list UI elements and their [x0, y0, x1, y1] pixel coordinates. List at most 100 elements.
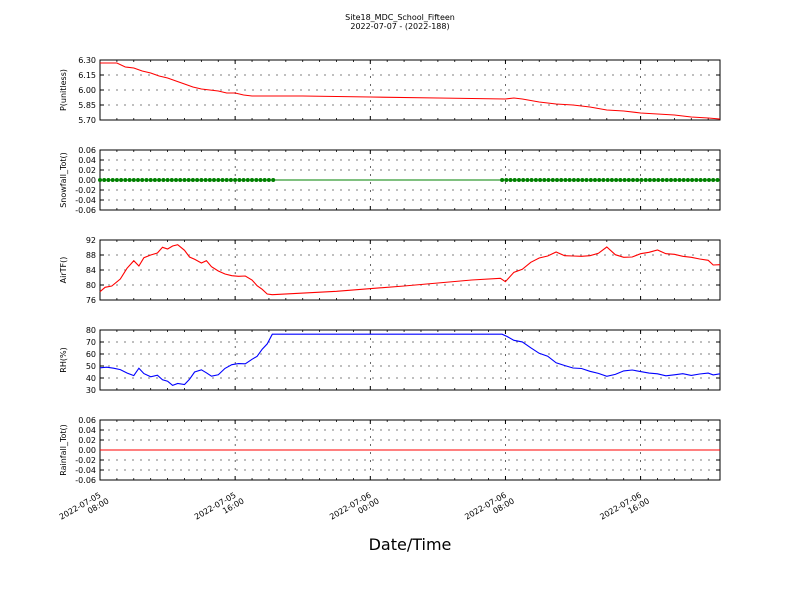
y-tick-label: 50 [86, 362, 96, 371]
data-point [165, 178, 170, 182]
data-point [605, 178, 610, 182]
panel-2: -0.06-0.04-0.020.000.020.040.06 Snowfall_… [59, 146, 721, 215]
y-axis-label: RH(%) [59, 347, 68, 372]
data-point [102, 178, 107, 182]
data-point [178, 178, 183, 182]
data-point [635, 178, 640, 182]
data-point [559, 178, 564, 182]
data-point [567, 178, 572, 182]
y-tick-label: -0.04 [75, 466, 96, 475]
data-point [136, 178, 140, 182]
data-point [220, 178, 225, 182]
data-point [533, 178, 538, 182]
data-point [131, 178, 136, 182]
data-point [521, 178, 526, 182]
data-point [182, 178, 187, 182]
data-point [664, 178, 669, 182]
data-point [694, 178, 699, 182]
data-point [233, 178, 238, 182]
y-axis-label: Rainfall_Tot() [59, 424, 68, 476]
y-tick-label: 30 [86, 386, 96, 395]
series-line [99, 244, 721, 296]
data-point [690, 178, 695, 182]
y-tick-label: -0.06 [75, 206, 96, 215]
data-point [715, 178, 720, 182]
data-point [588, 178, 593, 182]
data-point [504, 178, 509, 182]
y-tick-label: 80 [86, 281, 96, 290]
data-point [216, 178, 221, 182]
panels: 5.705.856.006.156.30P(unitless)-0.06-0.0… [59, 56, 721, 485]
data-point [237, 178, 242, 182]
y-tick-label: 76 [86, 296, 96, 305]
y-axis-label: AirTF() [59, 257, 68, 284]
y-tick-label: 84 [86, 266, 96, 275]
data-point [110, 178, 115, 182]
data-point [199, 178, 204, 182]
y-tick-label: 0.02 [78, 436, 96, 445]
data-point [114, 178, 119, 182]
data-point [241, 178, 246, 182]
data-point [702, 178, 707, 182]
data-point [707, 178, 711, 182]
data-point [669, 178, 673, 182]
data-point [614, 178, 619, 182]
data-point [106, 178, 111, 182]
y-tick-label: 92 [86, 236, 96, 245]
panel-3: 76 80 84 88 92 AirTF() [59, 236, 721, 305]
y-axis-label: P(unitless) [59, 69, 68, 111]
data-point [673, 178, 678, 182]
data-point [144, 178, 149, 182]
data-point [711, 178, 716, 182]
data-point [98, 178, 102, 182]
data-point [212, 178, 216, 182]
data-point [660, 178, 665, 182]
y-tick-label: 0.06 [78, 416, 96, 425]
data-point [174, 178, 178, 182]
data-point [254, 178, 259, 182]
data-point [597, 178, 602, 182]
y-tick-label: 40 [86, 374, 96, 383]
data-point [584, 178, 589, 182]
data-point [190, 178, 195, 182]
data-point [271, 178, 276, 182]
data-point [542, 178, 547, 182]
data-point [601, 178, 606, 182]
data-point [626, 178, 631, 182]
data-point [127, 178, 132, 182]
x-axis-label: Date/Time [369, 535, 452, 554]
data-point [639, 178, 644, 182]
series-line [100, 62, 721, 120]
y-tick-label: 88 [86, 251, 96, 260]
y-tick-label: 60 [86, 350, 96, 359]
panel-1: 5.70 5.85 6.00 6.15 6.30 P(unitless) [59, 56, 721, 125]
data-point [119, 178, 124, 182]
y-tick-label: 0.04 [78, 156, 96, 165]
panel-frame [99, 239, 721, 301]
data-point [186, 178, 191, 182]
data-point [508, 178, 513, 182]
panel-5: -0.06-0.04-0.020.000.020.040.06 Rainfall_… [59, 416, 721, 485]
data-point [555, 178, 559, 182]
y-tick-label: 0.00 [78, 176, 96, 185]
data-point [123, 178, 128, 182]
data-point [698, 178, 703, 182]
y-tick-label: 5.85 [78, 101, 96, 110]
data-point [538, 178, 543, 182]
chart-subtitle: 2022-07-07 - (2022-188) [350, 22, 449, 31]
y-tick-label: -0.02 [75, 186, 96, 195]
y-tick-label: 6.00 [78, 86, 96, 95]
data-point [593, 178, 597, 182]
data-point [622, 178, 627, 182]
data-point [576, 178, 581, 182]
data-point [643, 178, 648, 182]
data-point [647, 178, 652, 182]
chart-title: Site18_MDC_School_Fifteen [345, 13, 455, 22]
y-tick-label: 0.00 [78, 446, 96, 455]
